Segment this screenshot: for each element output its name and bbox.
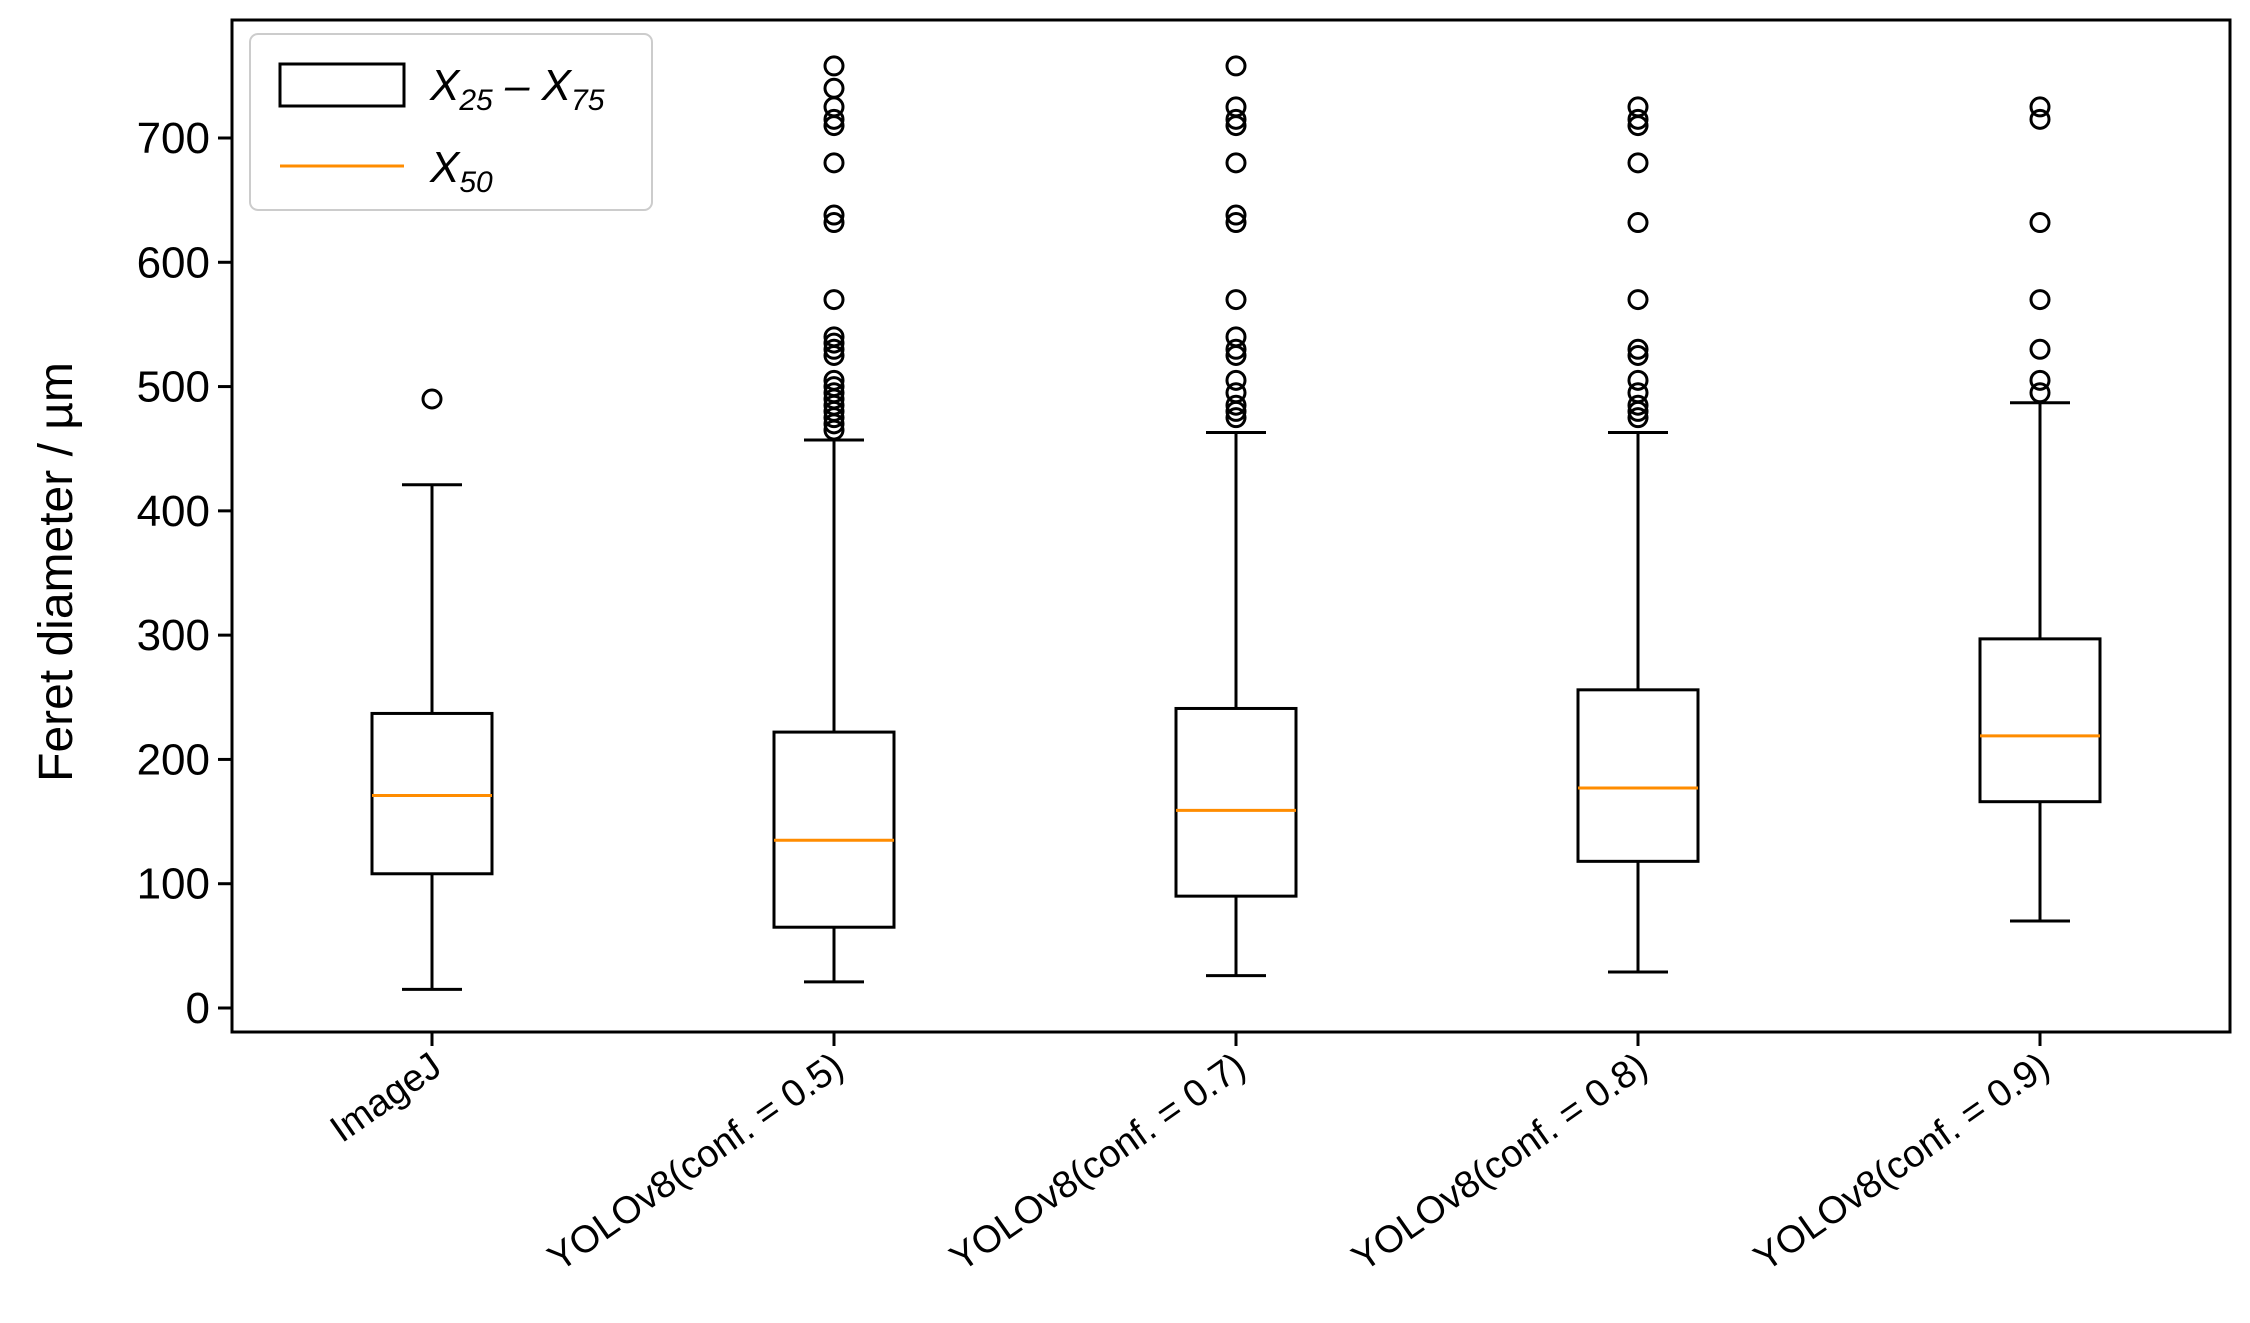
outlier-point [823, 96, 845, 118]
x-category-label: YOLOv8(conf. = 0.7) [943, 1045, 1253, 1280]
outlier-point [1627, 289, 1649, 311]
y-tick-label: 200 [137, 735, 210, 784]
iqr-box [1978, 637, 2102, 804]
box-group-4 [1978, 96, 2102, 923]
outlier-point [2029, 212, 2051, 234]
outlier-point [823, 152, 845, 174]
outlier-point [1627, 345, 1649, 366]
outlier-point [823, 55, 845, 77]
outlier-point [1225, 212, 1247, 234]
box-group-0 [370, 388, 494, 991]
outlier-point [2029, 108, 2051, 130]
iqr-box [1174, 706, 1298, 898]
outlier-point [823, 212, 845, 234]
x-category-label: YOLOv8(conf. = 0.8) [1345, 1045, 1655, 1280]
outlier-point [2029, 369, 2051, 391]
outlier-point [823, 338, 845, 360]
y-tick-label: 400 [137, 487, 210, 536]
box-group-1 [772, 55, 896, 984]
outlier-point [2029, 338, 2051, 360]
outlier-point [1225, 369, 1247, 391]
outlier-point [823, 326, 845, 348]
outlier-point [1225, 108, 1247, 130]
outlier-point [1225, 55, 1247, 77]
x-category-label: YOLOv8(conf. = 0.5) [541, 1045, 851, 1280]
iqr-box [1576, 688, 1700, 863]
x-category-label: YOLOv8(conf. = 0.9) [1747, 1045, 2057, 1280]
legend: X25 – X75 X50 [249, 33, 653, 211]
outlier-point [1225, 96, 1247, 118]
outlier-point [823, 369, 845, 391]
y-tick-label: 100 [137, 860, 210, 909]
x-axis: ImageJ YOLOv8(conf. = 0.5) YOLOv8(conf. = … [323, 1032, 2057, 1280]
box-group-3 [1576, 96, 1700, 974]
outlier-point [1627, 96, 1649, 118]
outlier-point [1627, 338, 1649, 360]
outlier-point [1225, 326, 1247, 348]
outlier-point [1225, 407, 1247, 429]
y-axis: 0 100 200 300 400 500 600 700 [137, 114, 232, 1033]
box-group-2 [1174, 55, 1298, 978]
outlier-point [823, 77, 845, 99]
y-tick-label: 0 [186, 984, 210, 1033]
outlier-point [1627, 369, 1649, 391]
boxes-group [370, 55, 2102, 991]
legend-box-swatch [278, 62, 406, 108]
outlier-point [1627, 152, 1649, 174]
outlier-point [1225, 204, 1247, 226]
outlier-point [1627, 212, 1649, 234]
outlier-point [823, 382, 845, 404]
x-category-label: ImageJ [323, 1045, 449, 1151]
outlier-point [823, 376, 845, 398]
y-tick-label: 700 [137, 114, 210, 163]
outlier-point [823, 204, 845, 226]
outlier-point [1225, 394, 1247, 416]
outlier-point [2029, 382, 2051, 404]
outlier-point [1627, 382, 1649, 404]
outlier-point [1225, 152, 1247, 174]
iqr-box [370, 711, 494, 876]
y-tick-label: 600 [137, 238, 210, 287]
legend-box-label: X25 – X75 [429, 61, 605, 117]
outlier-point [823, 108, 845, 130]
outlier-point [1225, 382, 1247, 404]
outlier-point [823, 289, 845, 311]
y-axis-label: Feret diameter / µm [30, 362, 83, 782]
outlier-point [823, 332, 845, 354]
outlier-point [1225, 289, 1247, 311]
outlier-point [1627, 394, 1649, 416]
y-tick-label: 300 [137, 611, 210, 660]
y-tick-label: 500 [137, 363, 210, 412]
outlier-point [1225, 338, 1247, 360]
outlier-point [2029, 289, 2051, 311]
iqr-box [772, 730, 896, 929]
plot-frame [230, 18, 2232, 1034]
outlier-point [2029, 96, 2051, 118]
outlier-point [1627, 407, 1649, 429]
outlier-point [1627, 108, 1649, 130]
legend-median-label: X50 [429, 143, 493, 199]
outlier-point [421, 388, 443, 410]
